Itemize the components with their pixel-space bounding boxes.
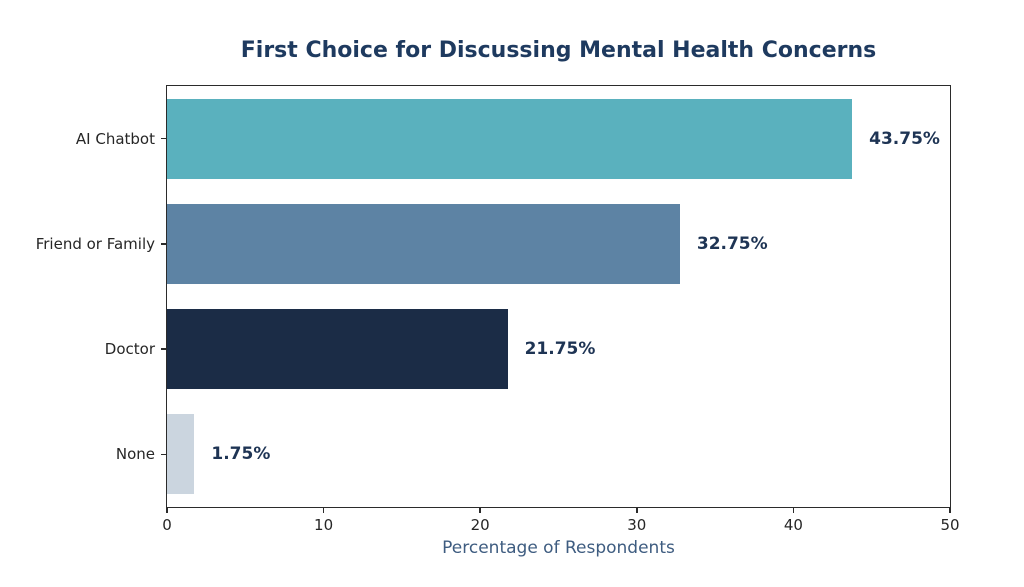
y-tick-mark — [161, 243, 167, 245]
y-tick-mark — [161, 348, 167, 350]
x-tick-label: 40 — [783, 516, 803, 534]
y-tick-label: None — [115, 445, 155, 464]
bar — [167, 203, 680, 284]
y-tick-label: Doctor — [104, 340, 155, 359]
x-tick-mark — [792, 507, 795, 513]
chart-title: First Choice for Discussing Mental Healt… — [240, 38, 877, 63]
bar-value-label: 32.75% — [696, 233, 768, 254]
x-tick-mark — [479, 507, 481, 513]
x-tick-mark — [322, 507, 325, 513]
x-tick-label: 0 — [162, 516, 172, 534]
y-tick-label: AI Chatbot — [75, 129, 155, 148]
y-tick-mark — [161, 453, 167, 456]
bar — [167, 414, 195, 495]
x-tick-mark — [166, 507, 168, 513]
y-tick-label: Friend or Family — [35, 234, 155, 253]
bar-value-label: 43.75% — [869, 128, 940, 149]
plot-area: 43.75% AI Chatbot 32.75% Friend or Family 21… — [36, 85, 960, 534]
x-tick-mark — [636, 507, 638, 513]
x-tick-label: 20 — [470, 516, 490, 534]
bar-value-label: 21.75% — [524, 339, 596, 360]
x-tick-mark — [949, 507, 951, 513]
x-tick-label: 10 — [314, 516, 334, 534]
bar — [167, 309, 508, 390]
bar — [167, 98, 853, 179]
bar-value-label: 1.75% — [211, 444, 271, 465]
y-tick-mark — [161, 137, 167, 140]
x-tick-label: 50 — [940, 516, 960, 534]
x-axis-label: Percentage of Respondents — [442, 538, 675, 558]
x-tick-label: 30 — [627, 516, 647, 534]
